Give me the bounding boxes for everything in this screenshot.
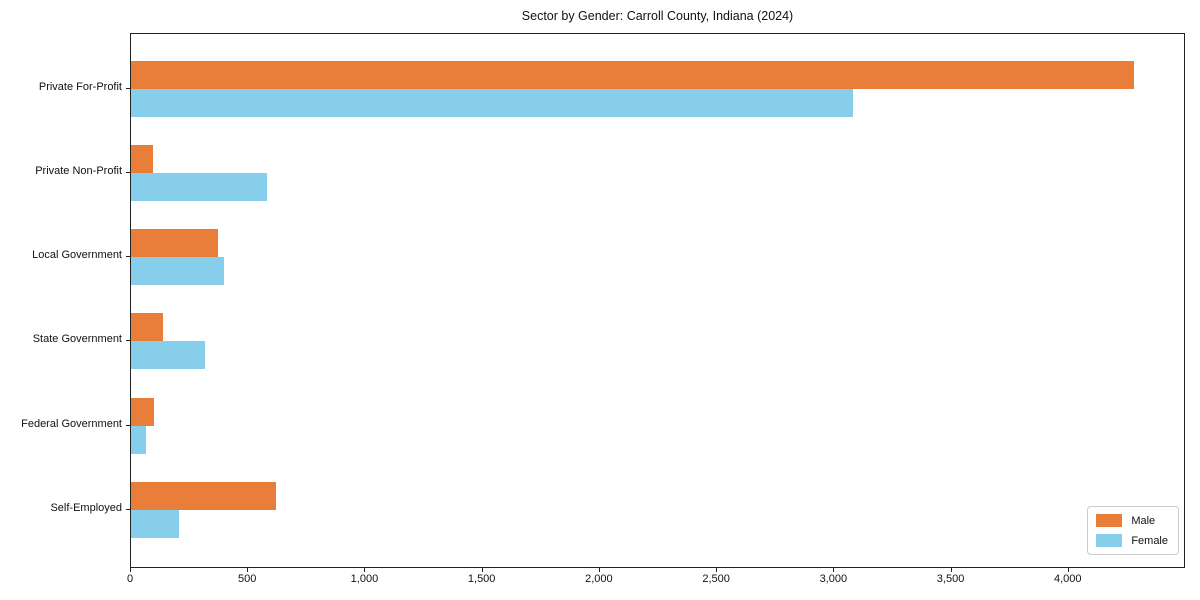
x-tick-label: 3,500	[936, 573, 965, 585]
x-tick-mark	[598, 568, 600, 572]
bar-female-2	[131, 172, 268, 201]
x-tick-mark	[247, 568, 249, 572]
x-tick-mark	[130, 568, 131, 572]
x-tick-mark	[481, 568, 483, 572]
bar-female-1	[131, 88, 854, 117]
chart-title: Sector by Gender: Carroll County, Indian…	[521, 9, 794, 23]
x-tick-mark	[716, 568, 718, 572]
bar-male-4	[131, 313, 164, 342]
legend-item-male: Male	[1096, 514, 1168, 527]
y-tick-label: Self-Employed	[50, 502, 122, 514]
bar-female-3	[131, 257, 225, 286]
y-tick-mark	[126, 87, 130, 89]
bar-male-6	[131, 482, 277, 510]
x-tick-label: 2,000	[585, 573, 613, 585]
y-tick-label: Local Government	[32, 249, 122, 262]
y-tick-mark	[126, 171, 130, 173]
x-tick-label: 3,000	[819, 573, 848, 585]
x-tick-mark	[1067, 568, 1069, 572]
y-tick-label: Federal Government	[21, 417, 122, 430]
legend-item-female: Female	[1096, 534, 1168, 547]
x-tick-mark	[364, 568, 366, 572]
y-tick-mark	[126, 340, 130, 342]
x-tick-label: 500	[238, 573, 257, 585]
bar-female-5	[131, 425, 146, 454]
legend-label-male: Male	[1131, 514, 1156, 527]
bar-male-2	[131, 144, 153, 173]
legend-label-female: Female	[1131, 534, 1168, 547]
x-tick-label: 2,500	[702, 573, 730, 585]
bar-male-1	[131, 60, 1135, 89]
x-tick-label: 0	[126, 573, 134, 585]
bar-male-5	[131, 397, 155, 426]
y-tick-mark	[126, 424, 130, 426]
legend: Male Female	[1087, 506, 1179, 555]
x-tick-mark	[833, 568, 835, 572]
bar-female-6	[131, 510, 180, 538]
x-tick-label: 4,000	[1054, 573, 1082, 585]
y-tick-mark	[126, 509, 130, 510]
y-tick-mark	[126, 256, 130, 258]
x-tick-label: 1,500	[467, 573, 496, 585]
bar-male-3	[131, 229, 219, 258]
female-swatch	[1096, 534, 1123, 547]
y-tick-label: Private For-Profit	[38, 80, 122, 93]
bar-female-4	[131, 341, 206, 370]
x-tick-mark	[950, 568, 952, 572]
male-swatch	[1096, 514, 1123, 527]
plot-area: Male Female	[130, 33, 1185, 568]
y-tick-label: Private Non-Profit	[35, 164, 122, 177]
y-tick-label: State Government	[32, 333, 122, 346]
x-tick-label: 1,000	[350, 573, 379, 585]
